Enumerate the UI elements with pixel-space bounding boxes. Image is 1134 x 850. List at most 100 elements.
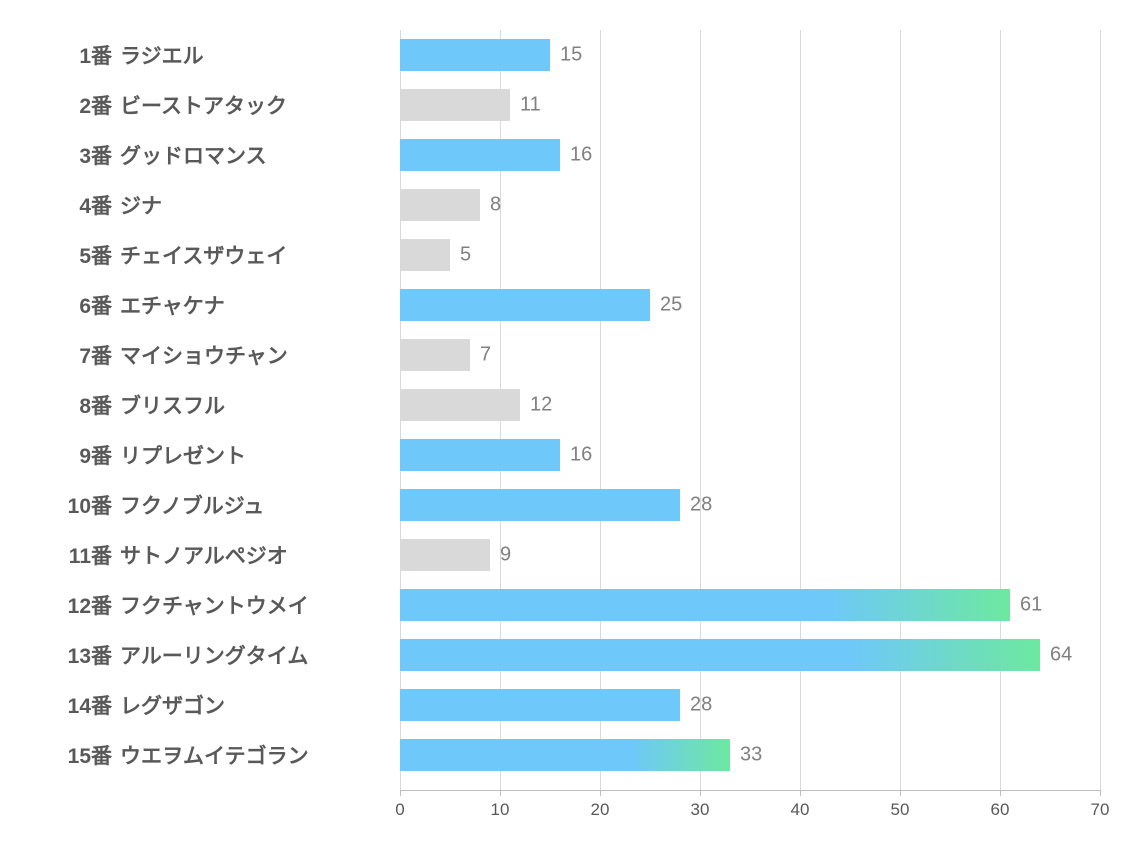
bars-container: 15 11 16 8 5 25 7 12 16 28 9 61 64 28 33	[400, 30, 1040, 780]
bar: 16	[400, 139, 560, 171]
plot-area: 15111685257121628961642833 0102030405060…	[400, 30, 1100, 830]
category-row: 8番ブリスフル	[50, 380, 380, 430]
category-name: マイショウチャン	[120, 340, 288, 370]
x-axis-label: 30	[691, 800, 710, 820]
category-name: フクチャントウメイ	[120, 590, 309, 620]
bar: 9	[400, 539, 490, 571]
bar-value-label: 64	[1050, 644, 1072, 667]
bar-value-label: 8	[490, 194, 501, 217]
category-name: ジナ	[120, 190, 162, 220]
category-name: フクノブルジュ	[120, 490, 264, 520]
bar-row: 16	[400, 430, 1040, 480]
x-tick	[1100, 790, 1101, 796]
x-axis-line	[400, 790, 1100, 791]
bar-row: 28	[400, 480, 1040, 530]
x-axis-label: 0	[395, 800, 404, 820]
bar: 16	[400, 439, 560, 471]
bar-value-label: 15	[560, 44, 582, 67]
bar-value-label: 12	[530, 394, 552, 417]
category-name: アルーリングタイム	[120, 640, 308, 670]
category-row: 3番グッドロマンス	[50, 130, 380, 180]
category-number: 10番	[50, 490, 120, 520]
category-name: ビーストアタック	[120, 90, 287, 120]
category-name: グッドロマンス	[120, 140, 267, 170]
category-number: 15番	[50, 740, 120, 770]
bar-value-label: 16	[570, 144, 592, 167]
category-number: 14番	[50, 690, 120, 720]
bar: 12	[400, 389, 520, 421]
category-number: 5番	[50, 240, 120, 270]
category-row: 5番チェイスザウェイ	[50, 230, 380, 280]
category-name: チェイスザウェイ	[120, 240, 287, 270]
bar-row: 33	[400, 730, 1040, 780]
bar-value-label: 9	[500, 544, 511, 567]
category-row: 4番ジナ	[50, 180, 380, 230]
category-name: エチャケナ	[120, 290, 225, 320]
category-number: 1番	[50, 40, 120, 70]
bar-row: 5	[400, 230, 1040, 280]
horizontal-bar-chart: 1番ラジエル2番ビーストアタック3番グッドロマンス4番ジナ5番チェイスザウェイ6…	[0, 0, 1134, 850]
bar: 28	[400, 489, 680, 521]
category-number: 8番	[50, 390, 120, 420]
category-number: 13番	[50, 640, 120, 670]
category-name: ラジエル	[120, 40, 204, 70]
category-number: 4番	[50, 190, 120, 220]
category-number: 9番	[50, 440, 120, 470]
bar-row: 7	[400, 330, 1040, 380]
category-name: ブリスフル	[120, 390, 225, 420]
category-number: 3番	[50, 140, 120, 170]
bar-row: 15	[400, 30, 1040, 80]
bar-row: 12	[400, 380, 1040, 430]
x-tick	[900, 790, 901, 796]
bar: 33	[400, 739, 730, 771]
category-row: 13番アルーリングタイム	[50, 630, 380, 680]
category-name: レグザゴン	[120, 690, 225, 720]
x-axis-label: 60	[991, 800, 1010, 820]
category-row: 11番サトノアルペジオ	[50, 530, 380, 580]
category-row: 10番フクノブルジュ	[50, 480, 380, 530]
bar-row: 64	[400, 630, 1040, 680]
x-axis-label: 70	[1091, 800, 1110, 820]
x-axis-label: 10	[491, 800, 510, 820]
category-row: 9番リプレゼント	[50, 430, 380, 480]
category-name: サトノアルペジオ	[120, 540, 288, 570]
category-number: 12番	[50, 590, 120, 620]
x-axis-label: 40	[791, 800, 810, 820]
category-number: 2番	[50, 90, 120, 120]
bar-value-label: 25	[660, 294, 682, 317]
category-labels: 1番ラジエル2番ビーストアタック3番グッドロマンス4番ジナ5番チェイスザウェイ6…	[50, 30, 380, 780]
category-number: 6番	[50, 290, 120, 320]
category-row: 7番マイショウチャン	[50, 330, 380, 380]
bar-value-label: 61	[1020, 594, 1042, 617]
bar-value-label: 16	[570, 444, 592, 467]
category-row: 6番エチャケナ	[50, 280, 380, 330]
bar-value-label: 7	[480, 344, 491, 367]
gridline	[1100, 30, 1101, 790]
bar: 25	[400, 289, 650, 321]
bar-value-label: 28	[690, 694, 712, 717]
bar-row: 61	[400, 580, 1040, 630]
category-number: 7番	[50, 340, 120, 370]
bar: 11	[400, 89, 510, 121]
bar-value-label: 11	[520, 94, 541, 117]
bar-value-label: 5	[460, 244, 471, 267]
bar: 15	[400, 39, 550, 71]
category-row: 15番ウエヲムイテゴラン	[50, 730, 380, 780]
category-row: 1番ラジエル	[50, 30, 380, 80]
category-row: 14番レグザゴン	[50, 680, 380, 730]
bar-row: 8	[400, 180, 1040, 230]
category-number: 11番	[50, 540, 120, 570]
bar-row: 9	[400, 530, 1040, 580]
bar: 5	[400, 239, 450, 271]
bar-row: 16	[400, 130, 1040, 180]
x-tick	[600, 790, 601, 796]
x-tick	[500, 790, 501, 796]
bar-value-label: 33	[740, 744, 762, 767]
bar: 64	[400, 639, 1040, 671]
bar-row: 25	[400, 280, 1040, 330]
category-name: リプレゼント	[120, 440, 246, 470]
category-row: 12番フクチャントウメイ	[50, 580, 380, 630]
x-tick	[400, 790, 401, 796]
bar: 28	[400, 689, 680, 721]
bar-value-label: 28	[690, 494, 712, 517]
